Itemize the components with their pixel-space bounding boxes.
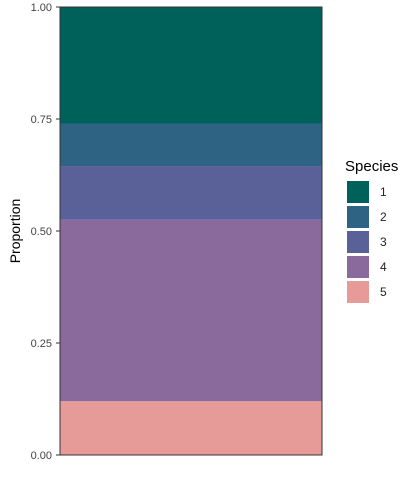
y-axis-ticks: 0.00 0.25 0.50 0.75 1.00 [31, 2, 60, 462]
y-axis-title: Proportion [7, 199, 23, 264]
legend-key-species-2 [347, 206, 369, 228]
legend-title: Species [345, 158, 398, 175]
bar-segment-species-5 [60, 401, 322, 455]
legend-key-species-4 [347, 256, 369, 278]
legend-key-species-3 [347, 231, 369, 253]
bar-segment-species-4 [60, 220, 322, 401]
y-tick-label: 0.75 [31, 114, 52, 126]
legend-key-species-1 [347, 181, 369, 203]
legend-label-species-3: 3 [380, 235, 387, 249]
bar-segment-species-3 [60, 166, 322, 220]
legend-label-species-1: 1 [380, 185, 387, 199]
legend-key-species-5 [347, 281, 369, 303]
y-tick-label: 0.00 [31, 450, 52, 462]
y-tick-label: 0.25 [31, 338, 52, 350]
y-tick-label: 0.50 [31, 226, 52, 238]
legend: Species 1 2 3 4 5 [345, 158, 398, 303]
bar-segments [60, 7, 322, 455]
y-tick-label: 1.00 [31, 2, 52, 14]
legend-label-species-2: 2 [380, 210, 387, 224]
bar-segment-species-2 [60, 123, 322, 166]
bar-segment-species-1 [60, 7, 322, 123]
legend-label-species-5: 5 [380, 285, 387, 299]
legend-label-species-4: 4 [380, 260, 387, 274]
